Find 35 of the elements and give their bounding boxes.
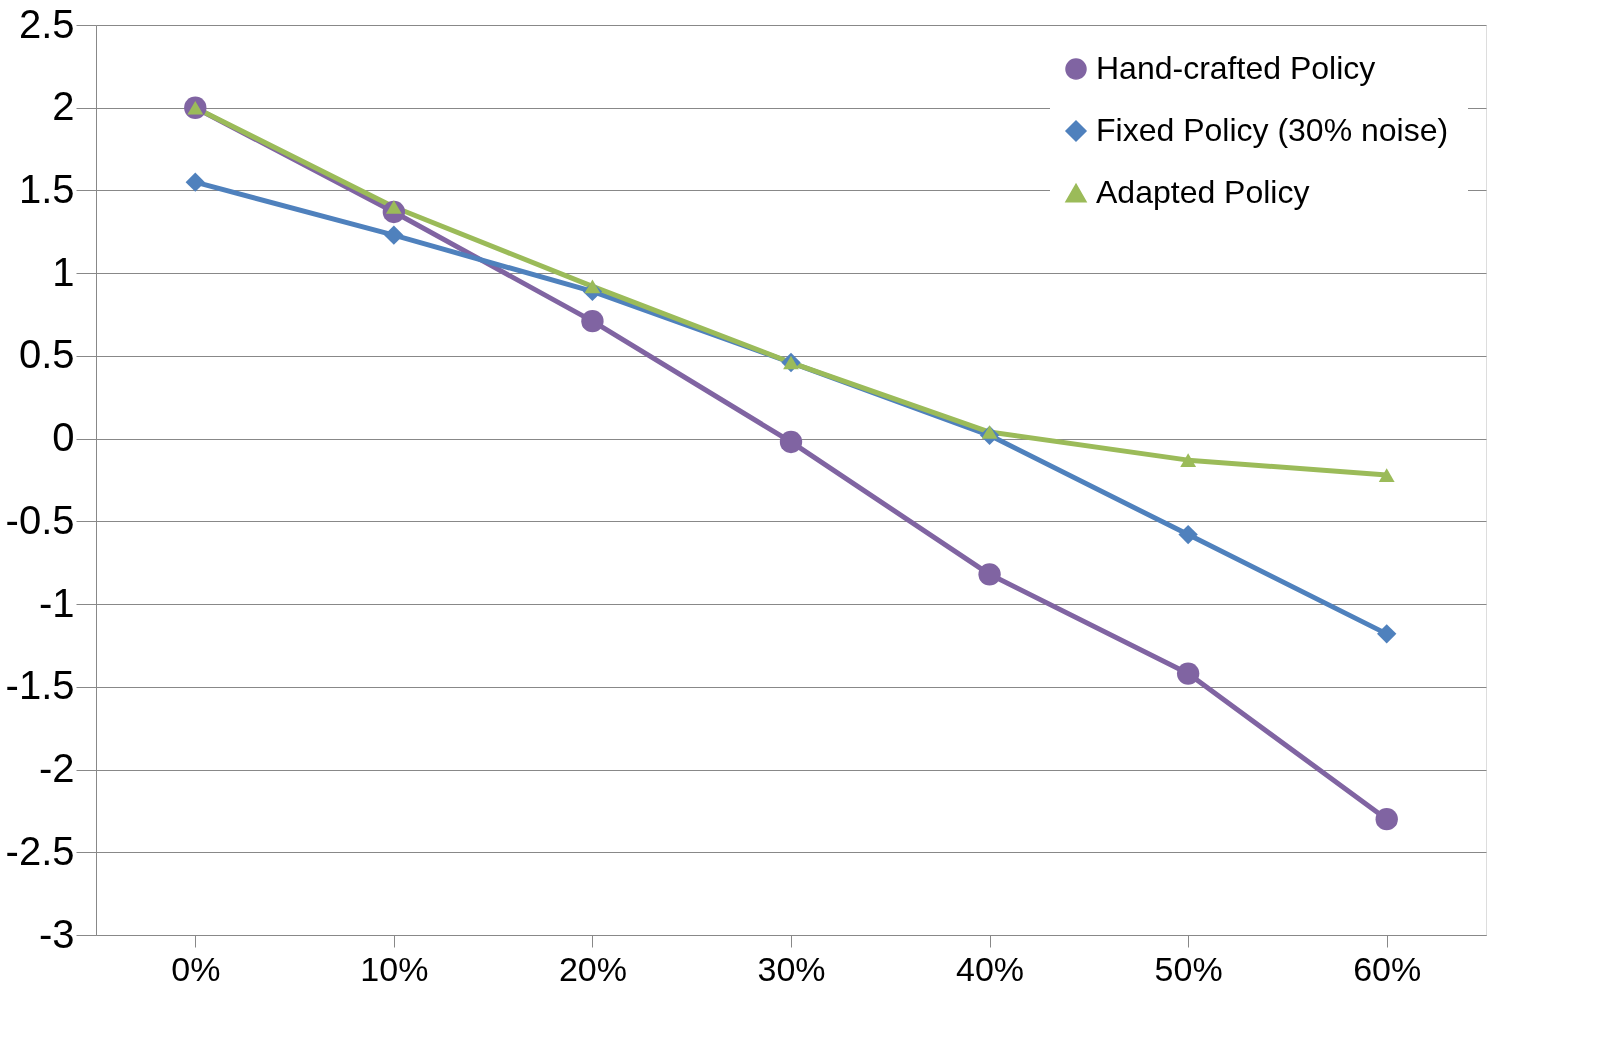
point	[1375, 808, 1398, 831]
x-tick-label: 20%	[558, 949, 627, 988]
x-tick-label: 40%	[956, 949, 1025, 988]
y-tick-label: -1.5	[5, 663, 75, 708]
x-tick-label: 60%	[1353, 949, 1422, 988]
x-tick-label: 30%	[757, 949, 826, 988]
point	[978, 563, 1001, 586]
x-tick-label: 50%	[1154, 949, 1223, 988]
point	[185, 172, 205, 192]
x-tick-label: 0%	[171, 949, 221, 988]
point	[981, 425, 998, 439]
y-tick-label: 0.5	[18, 332, 75, 377]
y-tick-label: 2.5	[18, 1, 75, 46]
x-tick-label: 10%	[360, 949, 429, 988]
point	[384, 225, 404, 245]
point	[1377, 624, 1397, 644]
y-tick-label: 1	[52, 249, 75, 294]
y-tick-label: 2	[52, 84, 75, 129]
point	[1180, 453, 1197, 467]
y-tick-label: -1	[38, 580, 75, 625]
legend-label: Fixed Policy (30% noise)	[1096, 112, 1449, 148]
point	[1176, 662, 1200, 685]
point	[584, 279, 601, 294]
point	[581, 310, 604, 333]
legend-label: Adapted Policy	[1096, 174, 1310, 210]
legend-label: Hand-crafted Policy	[1096, 50, 1376, 86]
y-tick-label: 0	[52, 415, 75, 460]
y-tick-label: 1.5	[18, 166, 75, 211]
y-tick-label: -0.5	[5, 497, 75, 542]
y-tick-label: -3	[38, 911, 75, 956]
y-tick-label: -2.5	[5, 828, 75, 873]
point	[1178, 524, 1198, 545]
point	[1378, 468, 1395, 482]
point	[779, 430, 803, 454]
y-tick-label: -2	[38, 746, 75, 791]
